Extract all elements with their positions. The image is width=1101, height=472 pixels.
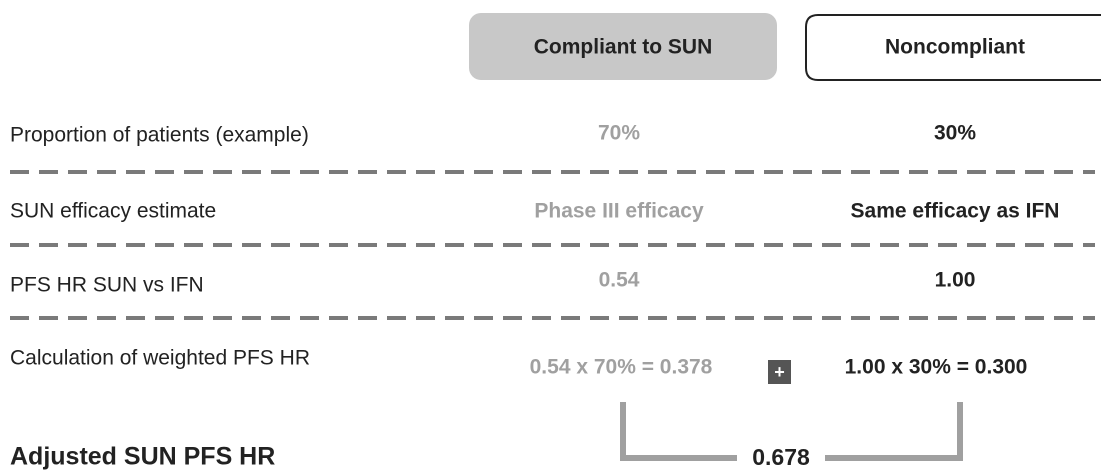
result-value: 0.678 (752, 444, 810, 470)
noncompliant-cell: 1.00 (935, 269, 976, 292)
noncompliant-cell: Same efficacy as IFN (851, 200, 1060, 223)
row-label: PFS HR SUN vs IFN (10, 274, 204, 297)
compliant-header-box (469, 13, 777, 80)
noncompliant-cell: 1.00 x 30% = 0.300 (845, 356, 1028, 379)
compliant-cell: 70% (598, 122, 640, 145)
noncompliant-header-box (805, 14, 1101, 81)
column-header: Compliant to SUN (534, 36, 713, 59)
operator: + (774, 362, 785, 382)
row-label: SUN efficacy estimate (10, 200, 216, 223)
compliant-cell: Phase III efficacy (534, 200, 704, 223)
compliant-cell: 0.54 (599, 269, 640, 292)
operator-box (768, 360, 791, 384)
result-label: Adjusted SUN PFS HR (10, 443, 275, 471)
row-label: Calculation of weighted PFS HR (10, 347, 310, 370)
compliant-cell: 0.54 x 70% = 0.378 (530, 356, 713, 379)
bracket-right (825, 402, 963, 461)
noncompliant-cell: 30% (934, 122, 976, 145)
bracket-left (620, 402, 737, 461)
column-header: Noncompliant (885, 36, 1025, 59)
row-label: Proportion of patients (example) (10, 124, 309, 147)
